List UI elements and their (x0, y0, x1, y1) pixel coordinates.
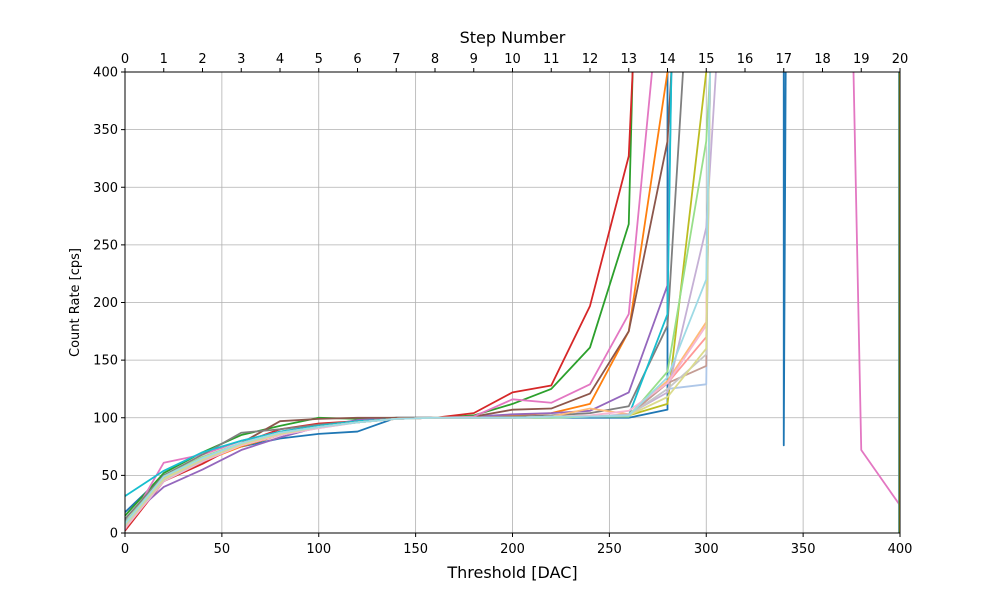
top-tick-label: 13 (620, 52, 637, 67)
top-tick-label: 6 (353, 52, 361, 67)
series-line-20 (125, 72, 712, 525)
top-tick-label: 11 (543, 52, 560, 67)
top-tick-label: 19 (853, 52, 870, 67)
series-group (125, 72, 900, 533)
y-tick-label: 150 (93, 354, 118, 369)
y-tick-label: 50 (101, 469, 118, 484)
y-tick-label: 350 (93, 123, 118, 138)
top-tick-label: 14 (659, 52, 676, 67)
y-axis-title: Count Rate [cps] (68, 248, 83, 357)
y-tick-label: 100 (93, 411, 118, 426)
series-line-22 (852, 72, 900, 506)
y-tick-label: 300 (93, 181, 118, 196)
top-tick-label: 1 (160, 52, 168, 67)
top-tick-label: 3 (237, 52, 245, 67)
x-tick-label: 100 (306, 542, 331, 557)
top-tick-label: 18 (814, 52, 831, 67)
x-tick-label: 200 (500, 542, 525, 557)
x-tick-label: 300 (694, 542, 719, 557)
top-tick-label: 4 (276, 52, 284, 67)
x-tick-label: 350 (791, 542, 816, 557)
y-tick-label: 0 (110, 527, 118, 542)
top-tick-label: 2 (198, 52, 206, 67)
series-line-21 (782, 72, 787, 447)
x-axis-title: Threshold [DAC] (446, 563, 577, 582)
top-tick-label: 9 (470, 52, 478, 67)
top-tick-label: 20 (892, 52, 909, 67)
x-tick-label: 250 (597, 542, 622, 557)
top-tick-label: 10 (504, 52, 521, 67)
top-tick-label: 17 (775, 52, 792, 67)
top-tick-label: 0 (121, 52, 129, 67)
top-tick-label: 12 (582, 52, 599, 67)
top-axis-title: Step Number (460, 28, 566, 47)
top-tick-label: 15 (698, 52, 715, 67)
top-tick-label: 5 (315, 52, 323, 67)
ticks: 0 50 100 150 200 250 300 350 4000501001502002503… (93, 52, 912, 557)
y-tick-label: 400 (93, 66, 118, 81)
top-tick-label: 16 (737, 52, 754, 67)
top-tick-label: 7 (392, 52, 400, 67)
x-tick-label: 150 (403, 542, 428, 557)
top-tick-label: 8 (431, 52, 439, 67)
x-tick-label: 400 (888, 542, 913, 557)
y-tick-label: 200 (93, 296, 118, 311)
x-tick-label: 0 (121, 542, 129, 557)
x-tick-label: 50 (214, 542, 231, 557)
y-tick-label: 250 (93, 238, 118, 253)
